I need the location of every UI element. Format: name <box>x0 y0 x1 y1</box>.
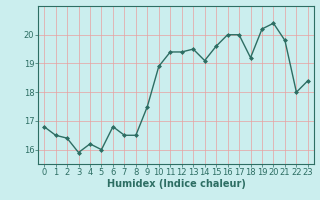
X-axis label: Humidex (Indice chaleur): Humidex (Indice chaleur) <box>107 179 245 189</box>
